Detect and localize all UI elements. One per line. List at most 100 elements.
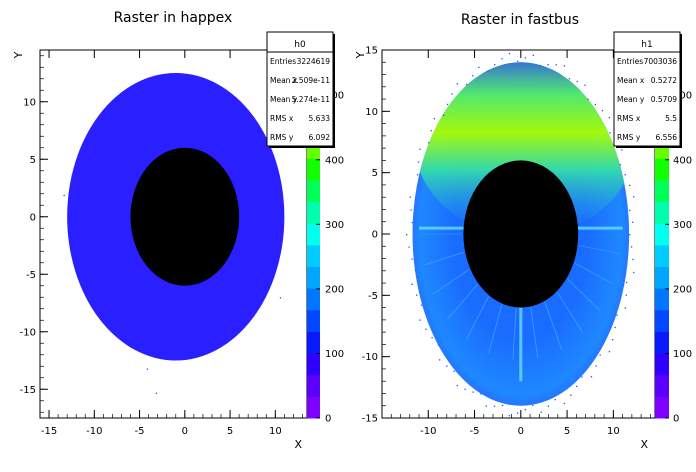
edge-point <box>632 258 634 261</box>
edge-point <box>416 294 418 296</box>
edge-point <box>629 184 631 187</box>
edge-point <box>608 351 611 353</box>
edge-point <box>419 148 421 150</box>
x-axis-label: X <box>294 438 302 451</box>
edge-point <box>629 234 631 236</box>
color-scale-step <box>307 396 320 419</box>
y-tick-label: -15 <box>362 414 378 425</box>
stray-point <box>71 174 73 176</box>
edge-point <box>478 66 480 69</box>
edge-point <box>485 405 487 407</box>
x-tick-label: -5 <box>135 426 145 437</box>
ripple-line <box>466 296 489 340</box>
edge-point <box>417 174 419 176</box>
edge-point <box>466 83 468 86</box>
beam-hole <box>130 147 240 286</box>
ripple-line <box>432 269 469 295</box>
stats-label: Mean y <box>617 95 645 104</box>
edge-point <box>590 376 593 378</box>
color-scale-step <box>307 223 320 246</box>
edge-point <box>581 376 583 378</box>
edge-point <box>601 109 604 112</box>
x-tick-label: 10 <box>607 426 620 437</box>
edge-point <box>416 186 419 188</box>
edge-point <box>524 409 526 411</box>
edge-point <box>625 281 628 284</box>
stray-point <box>63 194 65 197</box>
edge-point <box>501 404 504 407</box>
ripple-line <box>423 251 464 266</box>
stats-name: h0 <box>294 40 306 50</box>
x-tick-label: 0 <box>182 426 188 437</box>
ripple-line <box>530 307 539 359</box>
stats-box-frame <box>266 31 334 147</box>
color-scale-step <box>307 309 320 332</box>
edge-point <box>501 58 503 60</box>
edge-point <box>547 405 550 407</box>
color-scale-step <box>655 201 669 224</box>
y-tick-label: 10 <box>23 97 36 108</box>
edge-point <box>411 221 414 224</box>
stats-label: Mean x <box>617 76 645 85</box>
edge-point <box>568 78 571 80</box>
stray-point <box>146 368 148 370</box>
x-tick-label: -15 <box>41 426 57 437</box>
streak-vertical <box>519 307 523 382</box>
edge-point <box>410 209 412 211</box>
edge-point <box>547 64 549 66</box>
stats-label: RMS y <box>270 133 294 142</box>
plot-panel-2: Raster in fastbus -10 -5 0 5 10 -15 -10 -5 0 5 10 15… <box>354 12 692 451</box>
edge-point <box>611 338 614 341</box>
color-scale-step <box>655 396 669 419</box>
stats-value: 6.556 <box>656 133 678 142</box>
z-tick-label: 0 <box>325 414 331 425</box>
y-axis-label: Y <box>12 51 25 59</box>
y-axis-label: Y <box>354 51 367 59</box>
color-scale-step <box>307 288 320 311</box>
edge-point <box>494 64 496 66</box>
edge-point <box>472 391 474 393</box>
ripple-line <box>575 263 613 285</box>
color-scale-step <box>655 179 669 203</box>
edge-point <box>431 336 433 339</box>
edge-point <box>419 319 421 321</box>
x-tick-label: 10 <box>269 426 282 437</box>
z-tick-label: 400 <box>673 155 692 166</box>
hot-band-region <box>414 62 630 237</box>
edge-point <box>456 384 458 387</box>
edge-point <box>594 103 597 106</box>
edge-point <box>446 365 448 367</box>
edge-point <box>629 209 631 212</box>
y-tick-label: -5 <box>26 270 36 281</box>
edge-point <box>616 314 618 316</box>
color-scale-step <box>307 244 320 267</box>
edge-point <box>539 64 541 67</box>
ripple-line <box>579 245 620 255</box>
stats-box: h0 Entries 3224619 Mean x2.509e-11 Mean y5.2… <box>266 31 335 148</box>
chart-title: Raster in happex <box>114 10 233 26</box>
x-tick-label: 5 <box>564 426 570 437</box>
x-axis-label: X <box>640 438 648 451</box>
edge-point <box>420 304 423 306</box>
z-tick-label: 200 <box>673 284 692 295</box>
y-tick-label: 5 <box>30 155 36 166</box>
stats-value: 3224619 <box>297 57 331 66</box>
ripple-line <box>488 304 503 354</box>
x-tick-label: -10 <box>86 426 102 437</box>
edge-point <box>493 405 496 407</box>
color-scale-step <box>307 353 320 376</box>
stats-label: RMS y <box>617 133 641 142</box>
z-tick-label: 300 <box>325 220 344 231</box>
edge-point <box>624 307 626 309</box>
y-tick-label: 0 <box>30 212 36 223</box>
color-scale-step <box>655 158 669 181</box>
edge-point <box>417 161 420 163</box>
stats-name: h1 <box>641 40 652 50</box>
edge-point <box>624 174 626 176</box>
stats-label: RMS x <box>617 114 641 123</box>
color-scale-step <box>655 331 669 354</box>
color-scale-step <box>655 223 669 246</box>
edge-point <box>587 98 589 100</box>
